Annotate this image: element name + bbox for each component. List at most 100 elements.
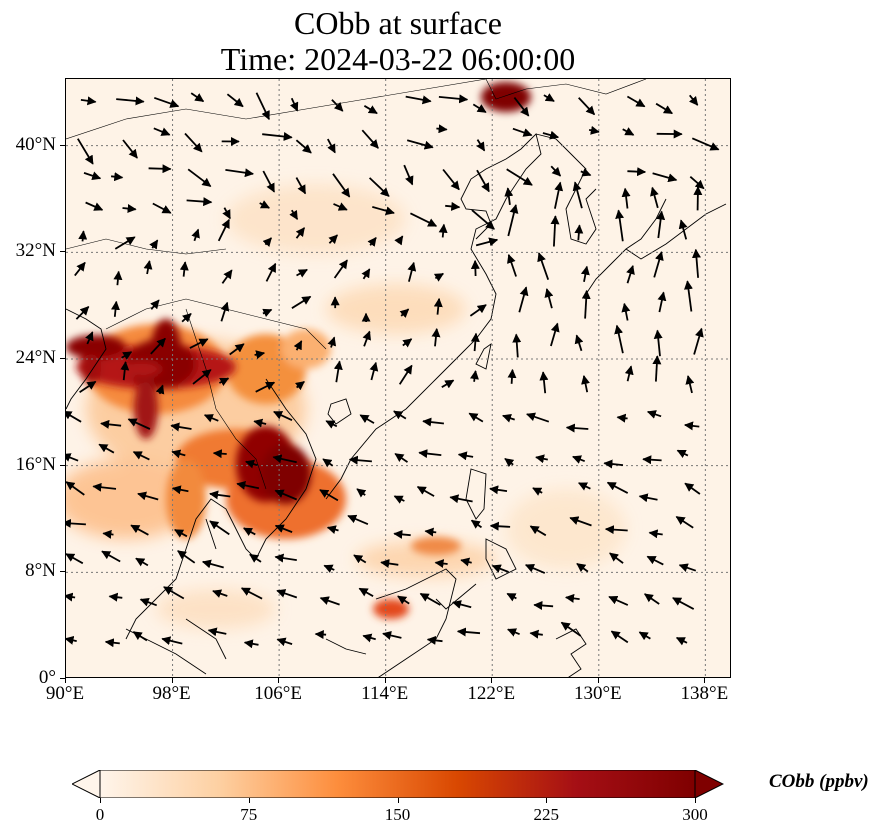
- wind-arrow: [289, 97, 299, 112]
- wind-arrow: [85, 331, 94, 345]
- wind-arrow: [580, 168, 592, 177]
- y-tick-label: 24°N: [15, 347, 56, 368]
- wind-arrow: [426, 635, 443, 645]
- wind-arrow: [524, 564, 546, 574]
- wind-arrow: [120, 361, 130, 381]
- wind-arrow: [148, 164, 172, 174]
- wind-arrow: [100, 419, 122, 429]
- wind-arrow: [608, 595, 629, 606]
- wind-arrow: [438, 94, 469, 104]
- wind-arrow: [149, 239, 159, 250]
- wind-arrow: [624, 365, 634, 382]
- wind-arrow: [445, 201, 461, 211]
- y-tick-label: 40°N: [15, 133, 56, 155]
- x-tick-mark: [491, 678, 493, 683]
- wind-arrow: [221, 269, 233, 284]
- wind-arrow: [610, 630, 629, 644]
- wind-arrow: [328, 234, 338, 245]
- wind-arrow: [513, 97, 530, 117]
- wind-arrow: [416, 486, 435, 497]
- wind-arrow: [506, 168, 533, 186]
- wind-arrow: [675, 516, 694, 529]
- wind-arrow: [122, 139, 138, 159]
- wind-arrow: [406, 139, 434, 150]
- wind-arrow: [652, 355, 662, 382]
- wind-arrow: [361, 268, 371, 280]
- colorbar-tick-label: 75: [240, 805, 258, 824]
- wind-arrow: [111, 172, 124, 182]
- wind-arrow: [441, 379, 455, 389]
- wind-arrow: [689, 176, 705, 190]
- wind-arrow: [255, 381, 276, 393]
- wind-arrow: [333, 360, 343, 383]
- wind-arrow: [212, 589, 228, 598]
- wind-arrow: [626, 265, 635, 284]
- wind-arrow: [362, 330, 371, 347]
- wind-arrow: [356, 488, 367, 498]
- wind-arrow: [470, 370, 479, 382]
- colorbar-max-extend: [694, 770, 724, 798]
- x-tick-label: 114°E: [361, 683, 409, 704]
- wind-arrow: [433, 272, 444, 282]
- wind-arrow: [363, 105, 378, 115]
- wind-arrow: [614, 324, 624, 354]
- wind-arrow: [472, 103, 487, 114]
- wind-arrow: [135, 557, 149, 567]
- wind-arrow: [226, 93, 244, 108]
- wind-arrow: [249, 553, 262, 563]
- wind-arrow: [186, 197, 213, 207]
- y-tick-mark: [60, 678, 65, 679]
- wind-arrow: [397, 595, 410, 605]
- wind-arrow: [410, 212, 438, 227]
- wind-arrow: [393, 495, 405, 504]
- x-tick-mark: [597, 678, 599, 683]
- wind-arrow: [66, 553, 84, 565]
- wind-arrow: [207, 627, 227, 637]
- wind-arrow: [471, 209, 495, 230]
- wind-arrow: [154, 96, 180, 108]
- wind-arrow: [648, 529, 663, 539]
- wind-arrow: [418, 449, 442, 459]
- map-title: CObb at surface: [294, 5, 502, 41]
- wind-arrow: [161, 636, 183, 646]
- wind-arrow: [646, 555, 664, 566]
- wind-arrow: [121, 351, 133, 360]
- wind-arrow: [576, 562, 589, 573]
- wind-arrow: [323, 564, 335, 573]
- wind-arrow: [394, 235, 404, 246]
- wind-arrow: [621, 302, 631, 321]
- wind-arrow: [367, 236, 377, 247]
- wind-arrow: [638, 631, 651, 641]
- map-subtitle-time: Time: 2024-03-22 06:00:00: [220, 41, 576, 77]
- wind-arrow: [642, 455, 662, 465]
- wind-arrow: [565, 593, 580, 603]
- wind-arrow: [532, 487, 543, 496]
- colorbar-tick-label: 150: [384, 805, 411, 824]
- wind-arrow: [616, 413, 628, 423]
- map-plot-area: [65, 78, 731, 678]
- wind-arrow: [295, 139, 312, 154]
- wind-arrow: [678, 563, 697, 572]
- wind-arrow: [452, 600, 472, 609]
- x-tick-mark: [278, 678, 280, 683]
- wind-arrow: [325, 420, 338, 429]
- wind-arrow: [66, 592, 76, 602]
- wind-arrow: [535, 454, 548, 464]
- wind-arrow: [460, 557, 472, 567]
- wind-arrow: [225, 168, 254, 178]
- wind-arrow: [650, 186, 659, 209]
- wind-arrow: [192, 369, 212, 385]
- wind-arrow: [163, 586, 185, 600]
- wind-arrow: [83, 171, 102, 181]
- wind-arrow: [262, 132, 293, 142]
- x-tick-label: 122°E: [467, 683, 516, 704]
- wind-arrow: [101, 550, 121, 563]
- x-tick-mark: [704, 678, 706, 683]
- wind-arrow: [533, 601, 554, 610]
- wind-arrow: [139, 597, 158, 607]
- wind-vectors: [66, 92, 720, 649]
- wind-arrow: [507, 253, 517, 277]
- wind-arrow: [170, 422, 192, 432]
- wind-arrow: [653, 251, 664, 278]
- wind-arrow: [80, 96, 97, 106]
